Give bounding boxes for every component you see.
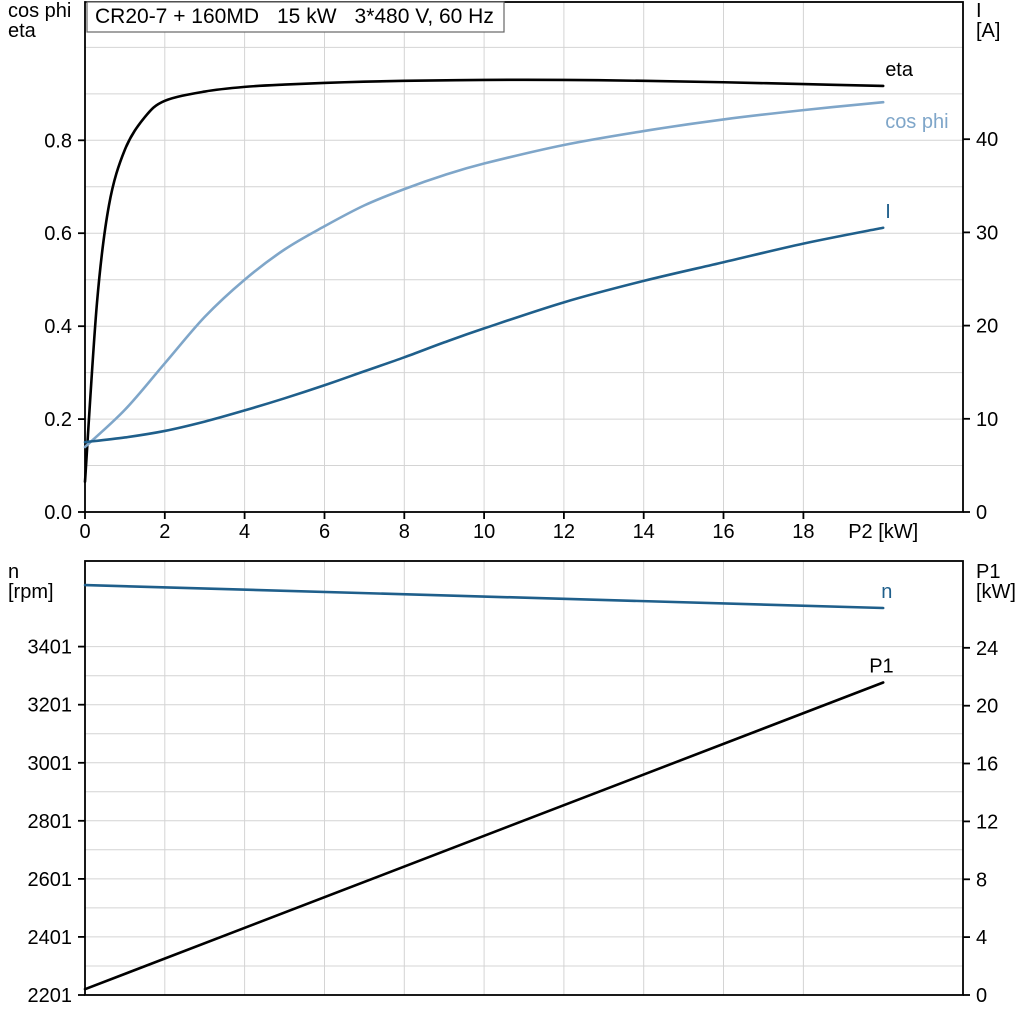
svg-text:0.0: 0.0 xyxy=(44,502,72,524)
svg-text:2401: 2401 xyxy=(28,927,73,949)
svg-text:4: 4 xyxy=(976,927,987,949)
svg-text:3401: 3401 xyxy=(28,637,73,659)
svg-text:2201: 2201 xyxy=(28,985,73,1007)
svg-text:14: 14 xyxy=(633,521,655,543)
svg-text:0.4: 0.4 xyxy=(44,316,72,338)
svg-text:0: 0 xyxy=(79,521,90,543)
svg-text:40: 40 xyxy=(976,129,998,151)
svg-text:P1: P1 xyxy=(869,656,893,678)
svg-text:12: 12 xyxy=(553,521,575,543)
svg-text:12: 12 xyxy=(976,811,998,833)
svg-text:[A]: [A] xyxy=(976,20,1000,42)
svg-text:eta: eta xyxy=(8,20,37,42)
svg-text:20: 20 xyxy=(976,696,998,718)
svg-text:0.2: 0.2 xyxy=(44,409,72,431)
svg-text:I: I xyxy=(976,0,982,22)
svg-text:2801: 2801 xyxy=(28,811,73,833)
svg-text:0.6: 0.6 xyxy=(44,223,72,245)
svg-text:n: n xyxy=(8,561,19,583)
svg-text:3001: 3001 xyxy=(28,753,73,775)
svg-text:2601: 2601 xyxy=(28,869,73,891)
svg-text:20: 20 xyxy=(976,316,998,338)
svg-text:0: 0 xyxy=(976,502,987,524)
svg-text:P2 [kW]: P2 [kW] xyxy=(848,521,918,543)
svg-text:0.8: 0.8 xyxy=(44,130,72,152)
svg-text:[kW]: [kW] xyxy=(976,581,1016,603)
svg-text:16: 16 xyxy=(976,754,998,776)
svg-text:16: 16 xyxy=(712,521,734,543)
svg-text:24: 24 xyxy=(976,638,998,660)
svg-text:6: 6 xyxy=(319,521,330,543)
svg-text:n: n xyxy=(881,581,892,603)
svg-text:30: 30 xyxy=(976,222,998,244)
svg-text:P1: P1 xyxy=(976,561,1000,583)
svg-text:0: 0 xyxy=(976,985,987,1007)
svg-text:8: 8 xyxy=(399,521,410,543)
svg-text:10: 10 xyxy=(473,521,495,543)
svg-text:eta: eta xyxy=(885,59,914,81)
svg-text:2: 2 xyxy=(159,521,170,543)
svg-text:[rpm]: [rpm] xyxy=(8,581,54,603)
svg-text:8: 8 xyxy=(976,869,987,891)
svg-text:3201: 3201 xyxy=(28,695,73,717)
svg-text:4: 4 xyxy=(239,521,250,543)
svg-text:10: 10 xyxy=(976,409,998,431)
svg-text:cos phi: cos phi xyxy=(8,0,71,22)
svg-text:cos phi: cos phi xyxy=(885,111,948,133)
svg-text:I: I xyxy=(885,201,891,223)
svg-text:18: 18 xyxy=(792,521,814,543)
